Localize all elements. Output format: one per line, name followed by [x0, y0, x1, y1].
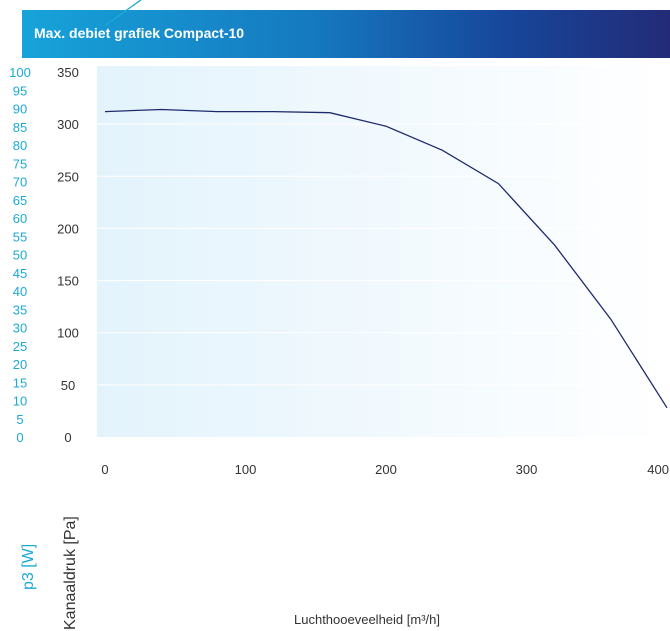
plot-area [97, 66, 670, 437]
y-power-tick-label: 90 [13, 102, 27, 117]
y-power-tick-label: 40 [13, 284, 27, 299]
x-tick-label: 200 [375, 462, 397, 477]
y-power-tick-label: 10 [13, 394, 27, 409]
chart-header-bar: Max. debiet grafiek Compact-10 [22, 10, 670, 58]
y-power-tick-label: 25 [13, 339, 27, 354]
y-power-tick-label: 65 [13, 193, 27, 208]
y-power-tick-label: 80 [13, 138, 27, 153]
y-power-tick-label: 55 [13, 229, 27, 244]
x-tick-label: 400 [647, 462, 669, 477]
y-power-tick-label: 20 [13, 357, 27, 372]
y-pressure-axis-label: Kanaaldruk [Pa] [62, 516, 79, 630]
series-line-pressure [104, 108, 668, 409]
y-power-tick-label: 5 [16, 412, 23, 427]
y-power-tick-label: 45 [13, 266, 27, 281]
grid [97, 123, 670, 386]
y-power-tick-label: 60 [13, 211, 27, 226]
y-power-tick-label: 70 [13, 175, 27, 190]
y-pressure-tick-label: 150 [57, 274, 79, 289]
y-power-axis-label: p3 [W] [20, 543, 37, 590]
y-pressure-tick-label: 350 [57, 65, 79, 80]
y-power-tick-label: 75 [13, 156, 27, 171]
y-pressure-tick-label: 300 [57, 117, 79, 132]
x-tick-label: 100 [235, 462, 257, 477]
y-power-tick-label: 15 [13, 375, 27, 390]
y-power-tick-label: 100 [9, 65, 31, 80]
series-line-power [104, 0, 142, 27]
y-power-tick-label: 85 [13, 120, 27, 135]
x-tick-label: 0 [101, 462, 108, 477]
y-power-tick-label: 30 [13, 321, 27, 336]
y-pressure-tick-label: 50 [61, 378, 75, 393]
y-pressure-tick-label: 100 [57, 326, 79, 341]
series-group [104, 0, 668, 409]
y-power-tick-label: 95 [13, 83, 27, 98]
x-axis-label: Luchthooeveelheid [m³/h] [294, 612, 440, 627]
y-pressure-tick-label: 200 [57, 221, 79, 236]
chart-title: Max. debiet grafiek Compact-10 [34, 25, 245, 41]
y-pressure-tick-label: 0 [64, 430, 71, 445]
x-tick-label: 300 [516, 462, 538, 477]
y-power-tick-label: 0 [16, 430, 23, 445]
y-power-tick-label: 50 [13, 248, 27, 263]
y-power-tick-label: 35 [13, 302, 27, 317]
ticks-group: 0 5 10 15 20 25 30 35 40 45 50 55 60 65 70 75 80 85 90 95 10… [9, 65, 669, 477]
y-pressure-tick-label: 250 [57, 169, 79, 184]
